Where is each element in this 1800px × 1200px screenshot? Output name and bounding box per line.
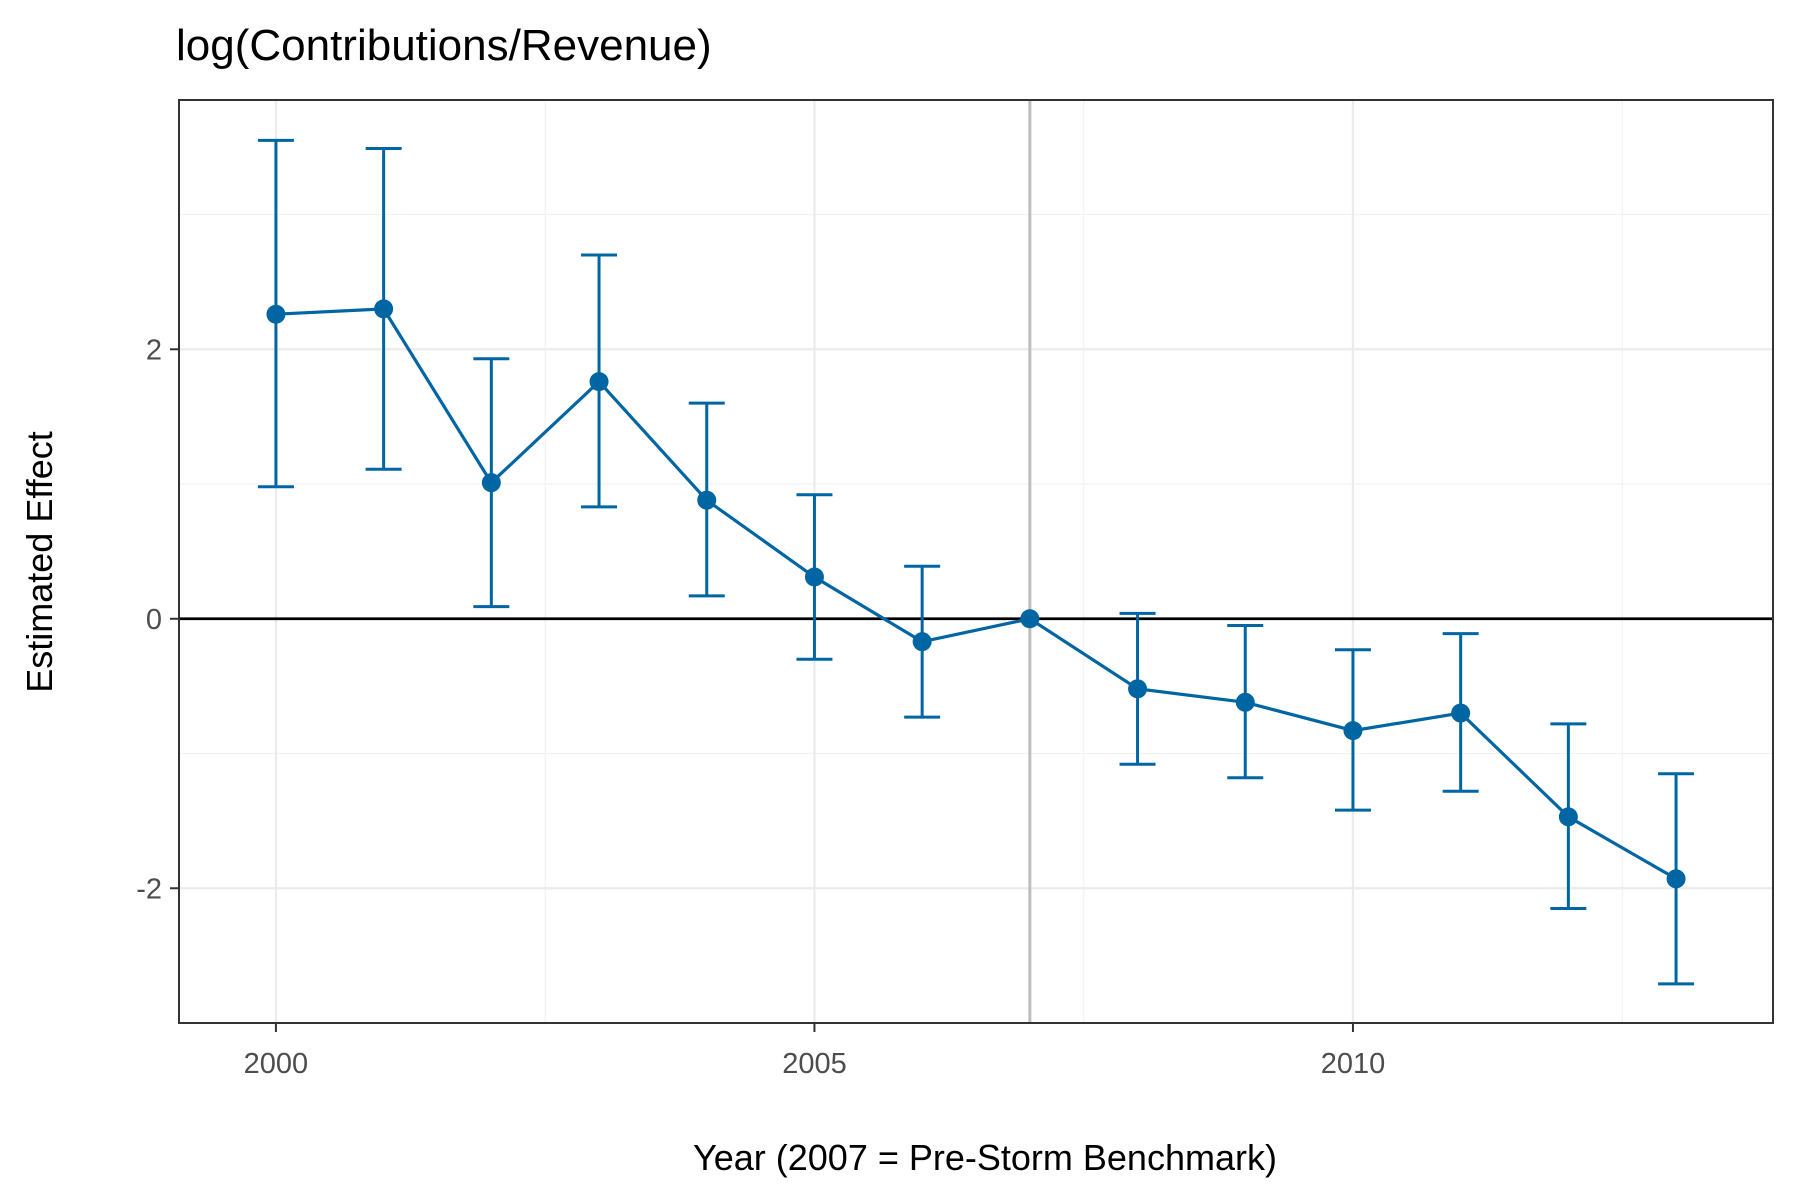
y-axis-title: Estimated Effect bbox=[19, 431, 60, 692]
x-tick-label: 2010 bbox=[1321, 1048, 1386, 1080]
data-point bbox=[1343, 721, 1363, 741]
data-point bbox=[266, 304, 286, 324]
data-point bbox=[589, 372, 609, 392]
data-point bbox=[1666, 869, 1686, 889]
plot-panel: 2000 2005 2010 -2 0 2 bbox=[136, 99, 1774, 1080]
data-point bbox=[481, 473, 501, 493]
data-point bbox=[1558, 807, 1578, 827]
data-point bbox=[697, 490, 717, 510]
y-tick-label: 0 bbox=[146, 604, 162, 636]
x-axis-title: Year (2007 = Pre-Storm Benchmark) bbox=[693, 1137, 1277, 1178]
x-tick-label: 2000 bbox=[244, 1048, 309, 1080]
data-point bbox=[374, 299, 394, 319]
y-tick-label: 2 bbox=[146, 334, 162, 366]
data-point bbox=[1020, 609, 1040, 629]
chart-title: log(Contributions/Revenue) bbox=[176, 21, 712, 70]
x-tick-label: 2005 bbox=[782, 1048, 847, 1080]
data-point bbox=[1235, 692, 1255, 712]
data-point bbox=[1451, 703, 1471, 723]
series-line bbox=[275, 307, 1677, 881]
panel-border bbox=[178, 99, 1774, 1024]
data-point bbox=[804, 567, 824, 587]
y-tick-label: -2 bbox=[136, 873, 162, 905]
data-point bbox=[1128, 679, 1148, 699]
data-point bbox=[912, 632, 932, 652]
